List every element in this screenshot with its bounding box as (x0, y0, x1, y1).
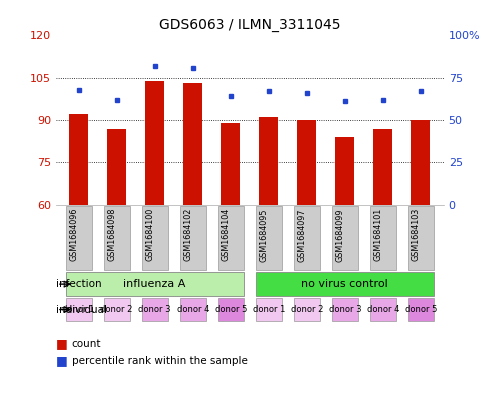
Text: GSM1684096: GSM1684096 (70, 208, 78, 261)
FancyBboxPatch shape (180, 298, 205, 321)
Text: donor 4: donor 4 (366, 305, 398, 314)
Text: GSM1684101: GSM1684101 (373, 208, 382, 261)
Text: ■: ■ (56, 354, 67, 367)
Text: donor 2: donor 2 (100, 305, 133, 314)
Text: GSM1684103: GSM1684103 (411, 208, 420, 261)
FancyBboxPatch shape (293, 298, 319, 321)
Text: donor 3: donor 3 (328, 305, 361, 314)
FancyBboxPatch shape (331, 206, 357, 270)
Text: donor 1: donor 1 (252, 305, 285, 314)
Text: donor 5: donor 5 (214, 305, 246, 314)
Bar (259, 117, 278, 205)
FancyBboxPatch shape (407, 206, 433, 270)
FancyBboxPatch shape (293, 206, 319, 270)
Text: GSM1684099: GSM1684099 (335, 208, 344, 262)
Text: ■: ■ (56, 337, 67, 351)
Text: GSM1684097: GSM1684097 (297, 208, 306, 262)
FancyBboxPatch shape (256, 272, 433, 296)
Text: donor 1: donor 1 (62, 305, 94, 314)
Bar (183, 83, 202, 205)
Text: count: count (72, 339, 101, 349)
Bar (297, 120, 316, 205)
Bar (221, 123, 240, 205)
Text: GSM1684095: GSM1684095 (259, 208, 268, 262)
Text: individual: individual (56, 305, 107, 314)
Text: GSM1684098: GSM1684098 (107, 208, 116, 261)
Text: donor 3: donor 3 (138, 305, 170, 314)
Title: GDS6063 / ILMN_3311045: GDS6063 / ILMN_3311045 (159, 18, 340, 31)
Bar (69, 114, 88, 205)
FancyBboxPatch shape (65, 206, 91, 270)
Bar (373, 129, 392, 205)
Text: GSM1684102: GSM1684102 (183, 208, 192, 261)
FancyBboxPatch shape (407, 298, 433, 321)
FancyBboxPatch shape (104, 298, 129, 321)
Text: donor 5: donor 5 (404, 305, 436, 314)
Text: influenza A: influenza A (123, 279, 185, 289)
FancyBboxPatch shape (180, 206, 205, 270)
FancyBboxPatch shape (331, 298, 357, 321)
FancyBboxPatch shape (65, 272, 243, 296)
Text: GSM1684100: GSM1684100 (145, 208, 154, 261)
Text: donor 4: donor 4 (176, 305, 209, 314)
FancyBboxPatch shape (141, 206, 167, 270)
FancyBboxPatch shape (256, 206, 281, 270)
Bar (334, 137, 354, 205)
Bar (107, 129, 126, 205)
FancyBboxPatch shape (141, 298, 167, 321)
Text: no virus control: no virus control (301, 279, 388, 289)
FancyBboxPatch shape (256, 298, 281, 321)
FancyBboxPatch shape (369, 298, 395, 321)
Bar (410, 120, 430, 205)
Text: GSM1684104: GSM1684104 (221, 208, 230, 261)
FancyBboxPatch shape (217, 206, 243, 270)
Text: donor 2: donor 2 (290, 305, 322, 314)
Bar (145, 81, 164, 205)
FancyBboxPatch shape (369, 206, 395, 270)
FancyBboxPatch shape (65, 298, 91, 321)
FancyBboxPatch shape (104, 206, 129, 270)
Text: percentile rank within the sample: percentile rank within the sample (72, 356, 247, 366)
FancyBboxPatch shape (217, 298, 243, 321)
Text: infection: infection (56, 279, 101, 289)
